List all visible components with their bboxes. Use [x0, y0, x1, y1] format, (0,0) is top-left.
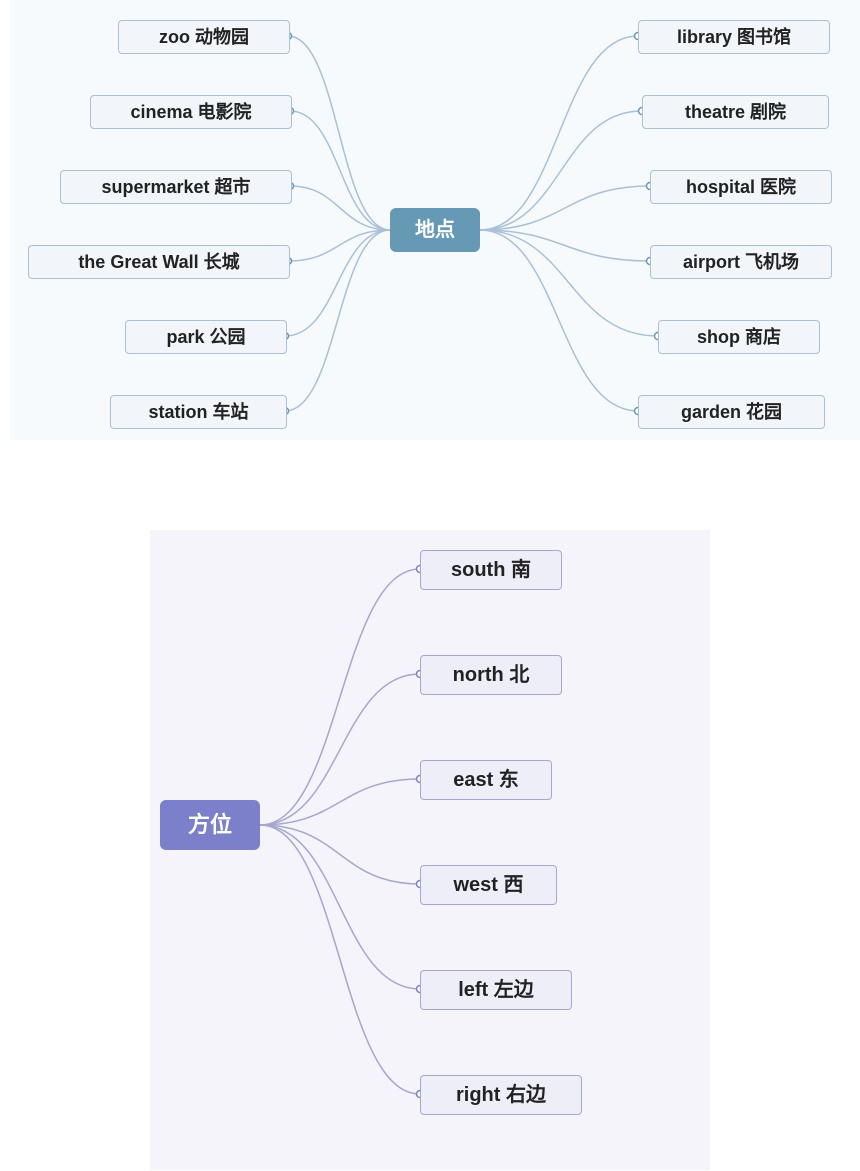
diagram2-leaf-node: north 北: [420, 655, 562, 695]
diagram1-leaf-node: library 图书馆: [638, 20, 830, 54]
diagram2-edges: [150, 530, 710, 1170]
diagram1-leaf-node: the Great Wall 长城: [28, 245, 290, 279]
diagram1-leaf-node: airport 飞机场: [650, 245, 832, 279]
diagram2-leaf-node: east 东: [420, 760, 552, 800]
diagram2-leaf-node: west 西: [420, 865, 557, 905]
diagram1-center-node: 地点: [390, 208, 480, 252]
diagram2-container: 方位 south 南 north 北 east 东 west 西 left 左边 right…: [150, 530, 710, 1170]
diagram1-leaf-node: cinema 电影院: [90, 95, 292, 129]
diagram1-leaf-node: theatre 剧院: [642, 95, 829, 129]
diagram1-leaf-node: zoo 动物园: [118, 20, 290, 54]
diagram1-leaf-node: shop 商店: [658, 320, 820, 354]
diagram1-leaf-node: garden 花园: [638, 395, 825, 429]
diagram1-leaf-node: park 公园: [125, 320, 287, 354]
diagram1-leaf-node: station 车站: [110, 395, 287, 429]
diagram1-container: 地点 zoo 动物园 cinema 电影院 supermarket 超市 the Gre…: [10, 0, 860, 440]
diagram2-center-node: 方位: [160, 800, 260, 850]
diagram2-leaf-node: left 左边: [420, 970, 572, 1010]
diagram2-leaf-node: south 南: [420, 550, 562, 590]
diagram1-leaf-node: hospital 医院: [650, 170, 832, 204]
diagram2-leaf-node: right 右边: [420, 1075, 582, 1115]
diagram1-leaf-node: supermarket 超市: [60, 170, 292, 204]
